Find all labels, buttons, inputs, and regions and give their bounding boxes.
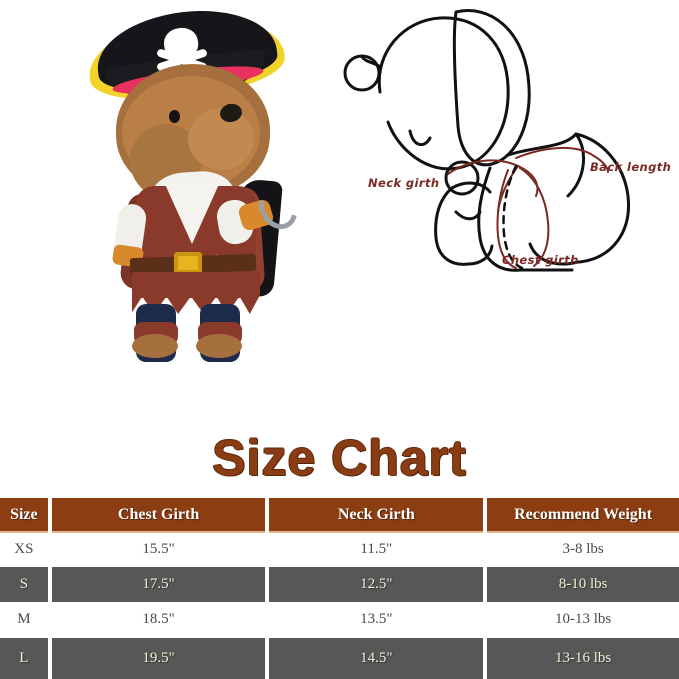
column-header-recommend-weight: Recommend Weight (487, 498, 679, 533)
column-header-neck-girth: Neck Girth (269, 498, 484, 533)
cell-chest: 19.5" (51, 638, 266, 679)
belt-buckle (174, 252, 202, 274)
cell-chest: 17.5" (51, 567, 266, 602)
cell-neck: 11.5" (269, 533, 484, 566)
diagram-svg (343, 9, 631, 272)
cell-size: XS (0, 533, 48, 566)
cell-weight: 3-8 lbs (487, 533, 679, 566)
table-row: M 18.5" 13.5" 10-13 lbs (0, 603, 679, 636)
size-chart-table: Size Chest Girth Neck Girth Recommend We… (0, 498, 679, 679)
table-row: S 17.5" 12.5" 8-10 lbs (0, 567, 679, 602)
cell-neck: 14.5" (269, 638, 484, 679)
page-title: Size Chart (212, 430, 467, 486)
cell-size: S (0, 567, 48, 602)
cell-weight: 13-16 lbs (487, 638, 679, 679)
skull-eye-left-icon (170, 14, 178, 23)
skull-eye-right-icon (184, 14, 192, 23)
label-neck-girth: Neck girth (368, 176, 440, 190)
cell-size: M (0, 603, 48, 636)
cell-size: L (0, 638, 48, 679)
product-image-area: Neck girth Back length Chest girth (60, 0, 679, 362)
dog-measurement-diagram: Neck girth Back length Chest girth (340, 0, 679, 300)
cell-weight: 8-10 lbs (487, 567, 679, 602)
table-row: L 19.5" 14.5" 13-16 lbs (0, 638, 679, 679)
dog-eye-left (169, 110, 180, 123)
cell-neck: 13.5" (269, 603, 484, 636)
column-header-chest-girth: Chest Girth (51, 498, 266, 533)
label-back-length: Back length (590, 160, 672, 174)
cell-weight: 10-13 lbs (487, 603, 679, 636)
cell-chest: 18.5" (51, 603, 266, 636)
table-row: XS 15.5" 11.5" 3-8 lbs (0, 533, 679, 566)
pirate-dog-photo (60, 1, 320, 362)
column-header-size: Size (0, 498, 48, 533)
table-header-row: Size Chest Girth Neck Girth Recommend We… (0, 498, 679, 533)
dog-paw-right (196, 334, 242, 358)
dog-paw-left (132, 334, 178, 358)
cell-neck: 12.5" (269, 567, 484, 602)
label-chest-girth: Chest girth (502, 253, 579, 267)
cell-chest: 15.5" (51, 533, 266, 566)
